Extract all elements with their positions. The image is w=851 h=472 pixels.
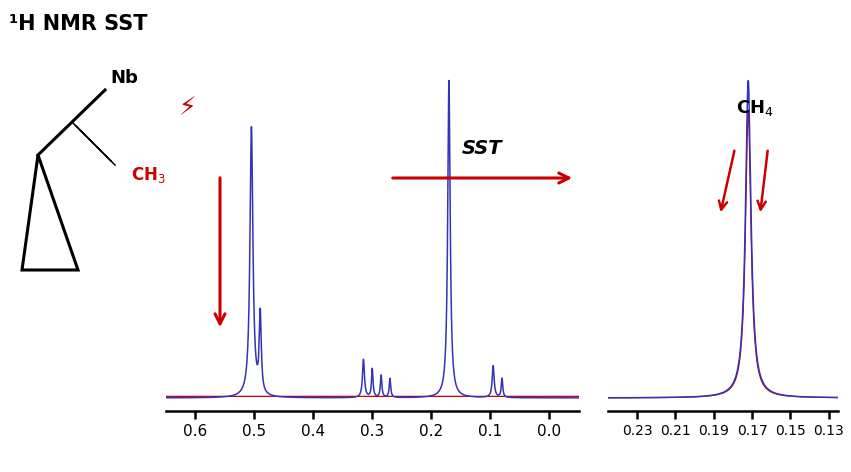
- Text: ⚡: ⚡: [180, 96, 197, 120]
- Text: CH$_4$: CH$_4$: [736, 98, 774, 118]
- Text: CH$_3$: CH$_3$: [130, 165, 165, 185]
- Text: SST: SST: [462, 139, 502, 158]
- Text: Nb: Nb: [110, 69, 138, 87]
- Text: ¹H NMR SST: ¹H NMR SST: [9, 14, 147, 34]
